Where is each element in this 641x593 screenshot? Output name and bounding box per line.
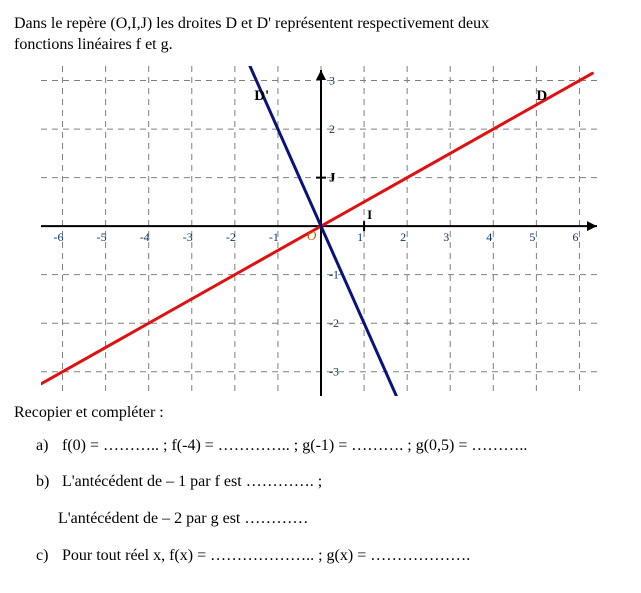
item-b-label: b) — [36, 468, 58, 497]
svg-text:2: 2 — [329, 122, 335, 136]
svg-text:D: D — [536, 88, 547, 104]
svg-text:5: 5 — [529, 230, 535, 244]
item-c-label: c) — [36, 542, 58, 571]
item-c: c) Pour tout réel x, f(x) = ……………….. ; g… — [36, 542, 627, 571]
intro-text: Dans le repère (O,I,J) les droites D et … — [14, 14, 627, 56]
item-a: a) f(0) = ……….. ; f(-4) = ………….. ; g(-1)… — [36, 432, 627, 461]
item-a-text: f(0) = ……….. ; f(-4) = ………….. ; g(-1) = … — [62, 437, 527, 454]
svg-text:J: J — [329, 169, 336, 184]
svg-text:6: 6 — [572, 230, 578, 244]
intro-line-2: fonctions linéaires f et g. — [14, 36, 173, 53]
svg-text:-3: -3 — [182, 230, 192, 244]
item-b-line2: L'antécédent de – 2 par g est ………… — [58, 505, 627, 534]
svg-text:-1: -1 — [268, 230, 278, 244]
svg-text:I: I — [367, 207, 372, 222]
svg-text:D': D' — [254, 88, 269, 104]
question-intro: Recopier et compléter : — [14, 404, 627, 422]
item-b: b) L'antécédent de – 1 par f est …………. ; — [36, 468, 627, 497]
item-a-label: a) — [36, 432, 58, 461]
svg-text:2: 2 — [400, 230, 406, 244]
svg-text:3: 3 — [329, 73, 335, 87]
svg-text:-1: -1 — [329, 267, 339, 281]
intro-line-1: Dans le repère (O,I,J) les droites D et … — [14, 15, 489, 32]
svg-text:-6: -6 — [53, 230, 63, 244]
coordinate-chart: -6-5-4-3-2-1123456-3-2-1123DD'OIJ — [41, 66, 601, 396]
svg-text:O: O — [307, 228, 317, 243]
svg-text:-2: -2 — [225, 230, 235, 244]
svg-text:1: 1 — [357, 230, 363, 244]
svg-text:-4: -4 — [139, 230, 149, 244]
svg-text:-3: -3 — [329, 364, 339, 378]
svg-text:-2: -2 — [329, 316, 339, 330]
svg-text:4: 4 — [486, 230, 492, 244]
chart-container: -6-5-4-3-2-1123456-3-2-1123DD'OIJ — [14, 66, 627, 396]
svg-text:-5: -5 — [96, 230, 106, 244]
item-c-text: Pour tout réel x, f(x) = ……………….. ; g(x)… — [62, 547, 470, 564]
svg-text:3: 3 — [443, 230, 449, 244]
item-b-line1: L'antécédent de – 1 par f est …………. ; — [62, 473, 322, 490]
